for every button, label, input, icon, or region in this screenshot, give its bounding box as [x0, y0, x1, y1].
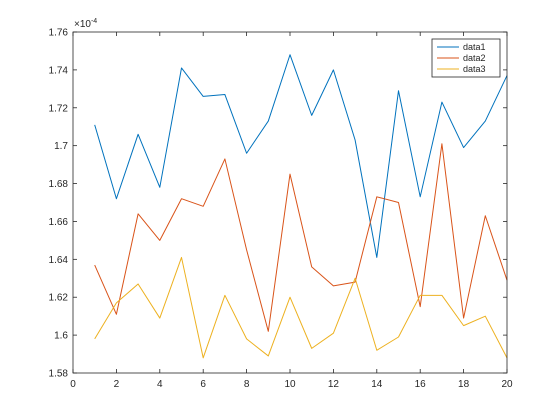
x-tick-label: 12	[328, 379, 340, 390]
plot-frame	[72, 31, 508, 374]
x-tick-label: 10	[284, 379, 296, 390]
x-tick-label: 6	[200, 379, 206, 390]
y-tick-label: 1.74	[49, 65, 69, 76]
y-exponent-power: -4	[91, 18, 97, 25]
legend-label-data1: data1	[463, 42, 486, 52]
y-tick-label: 1.66	[49, 217, 69, 228]
x-tick-label: 20	[501, 379, 513, 390]
x-tick-label: 16	[415, 379, 427, 390]
x-tick-label: 2	[114, 379, 120, 390]
x-tick-label: 8	[244, 379, 250, 390]
x-tick-label: 14	[371, 379, 383, 390]
x-tick-label: 0	[70, 379, 76, 390]
legend-label-data2: data2	[463, 53, 486, 63]
series-line-data2	[94, 143, 508, 332]
y-tick-label: 1.7	[54, 141, 68, 152]
y-tick-label: 1.58	[49, 369, 69, 380]
x-tick-label: 18	[458, 379, 470, 390]
series-lines	[94, 54, 508, 359]
plot-area	[73, 32, 507, 373]
series-line-data1	[94, 54, 508, 258]
x-tick-label: 4	[157, 379, 163, 390]
y-exponent-base: ×10	[74, 19, 91, 30]
y-tick-label: 1.62	[49, 293, 69, 304]
series-line-data3	[94, 256, 508, 359]
y-tick-label: 1.68	[49, 179, 69, 190]
y-tick-labels: 1.58 1.6 1.62 1.64 1.66 1.68 1.7 1.72 1.74 1.76	[49, 28, 69, 380]
x-tick-labels: 0 2 4 6 8 10 12 14 16 18 20	[70, 379, 513, 390]
y-tick-label: 1.6	[54, 331, 68, 342]
y-exponent-label: ×10-4	[74, 18, 97, 30]
y-tick-label: 1.64	[49, 255, 69, 266]
legend-label-data3: data3	[463, 64, 486, 74]
y-tick-label: 1.72	[49, 103, 69, 114]
y-tick-label: 1.76	[49, 28, 69, 39]
